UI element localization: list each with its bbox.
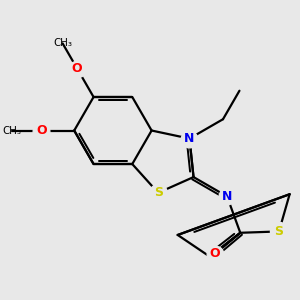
Text: CH₃: CH₃ bbox=[3, 125, 22, 136]
Text: N: N bbox=[222, 190, 232, 203]
Text: S: S bbox=[154, 186, 163, 199]
Text: CH₃: CH₃ bbox=[53, 38, 72, 48]
Text: O: O bbox=[210, 248, 220, 260]
Text: O: O bbox=[72, 62, 83, 75]
Text: O: O bbox=[36, 124, 46, 137]
Text: S: S bbox=[274, 225, 284, 238]
Text: N: N bbox=[184, 132, 195, 145]
